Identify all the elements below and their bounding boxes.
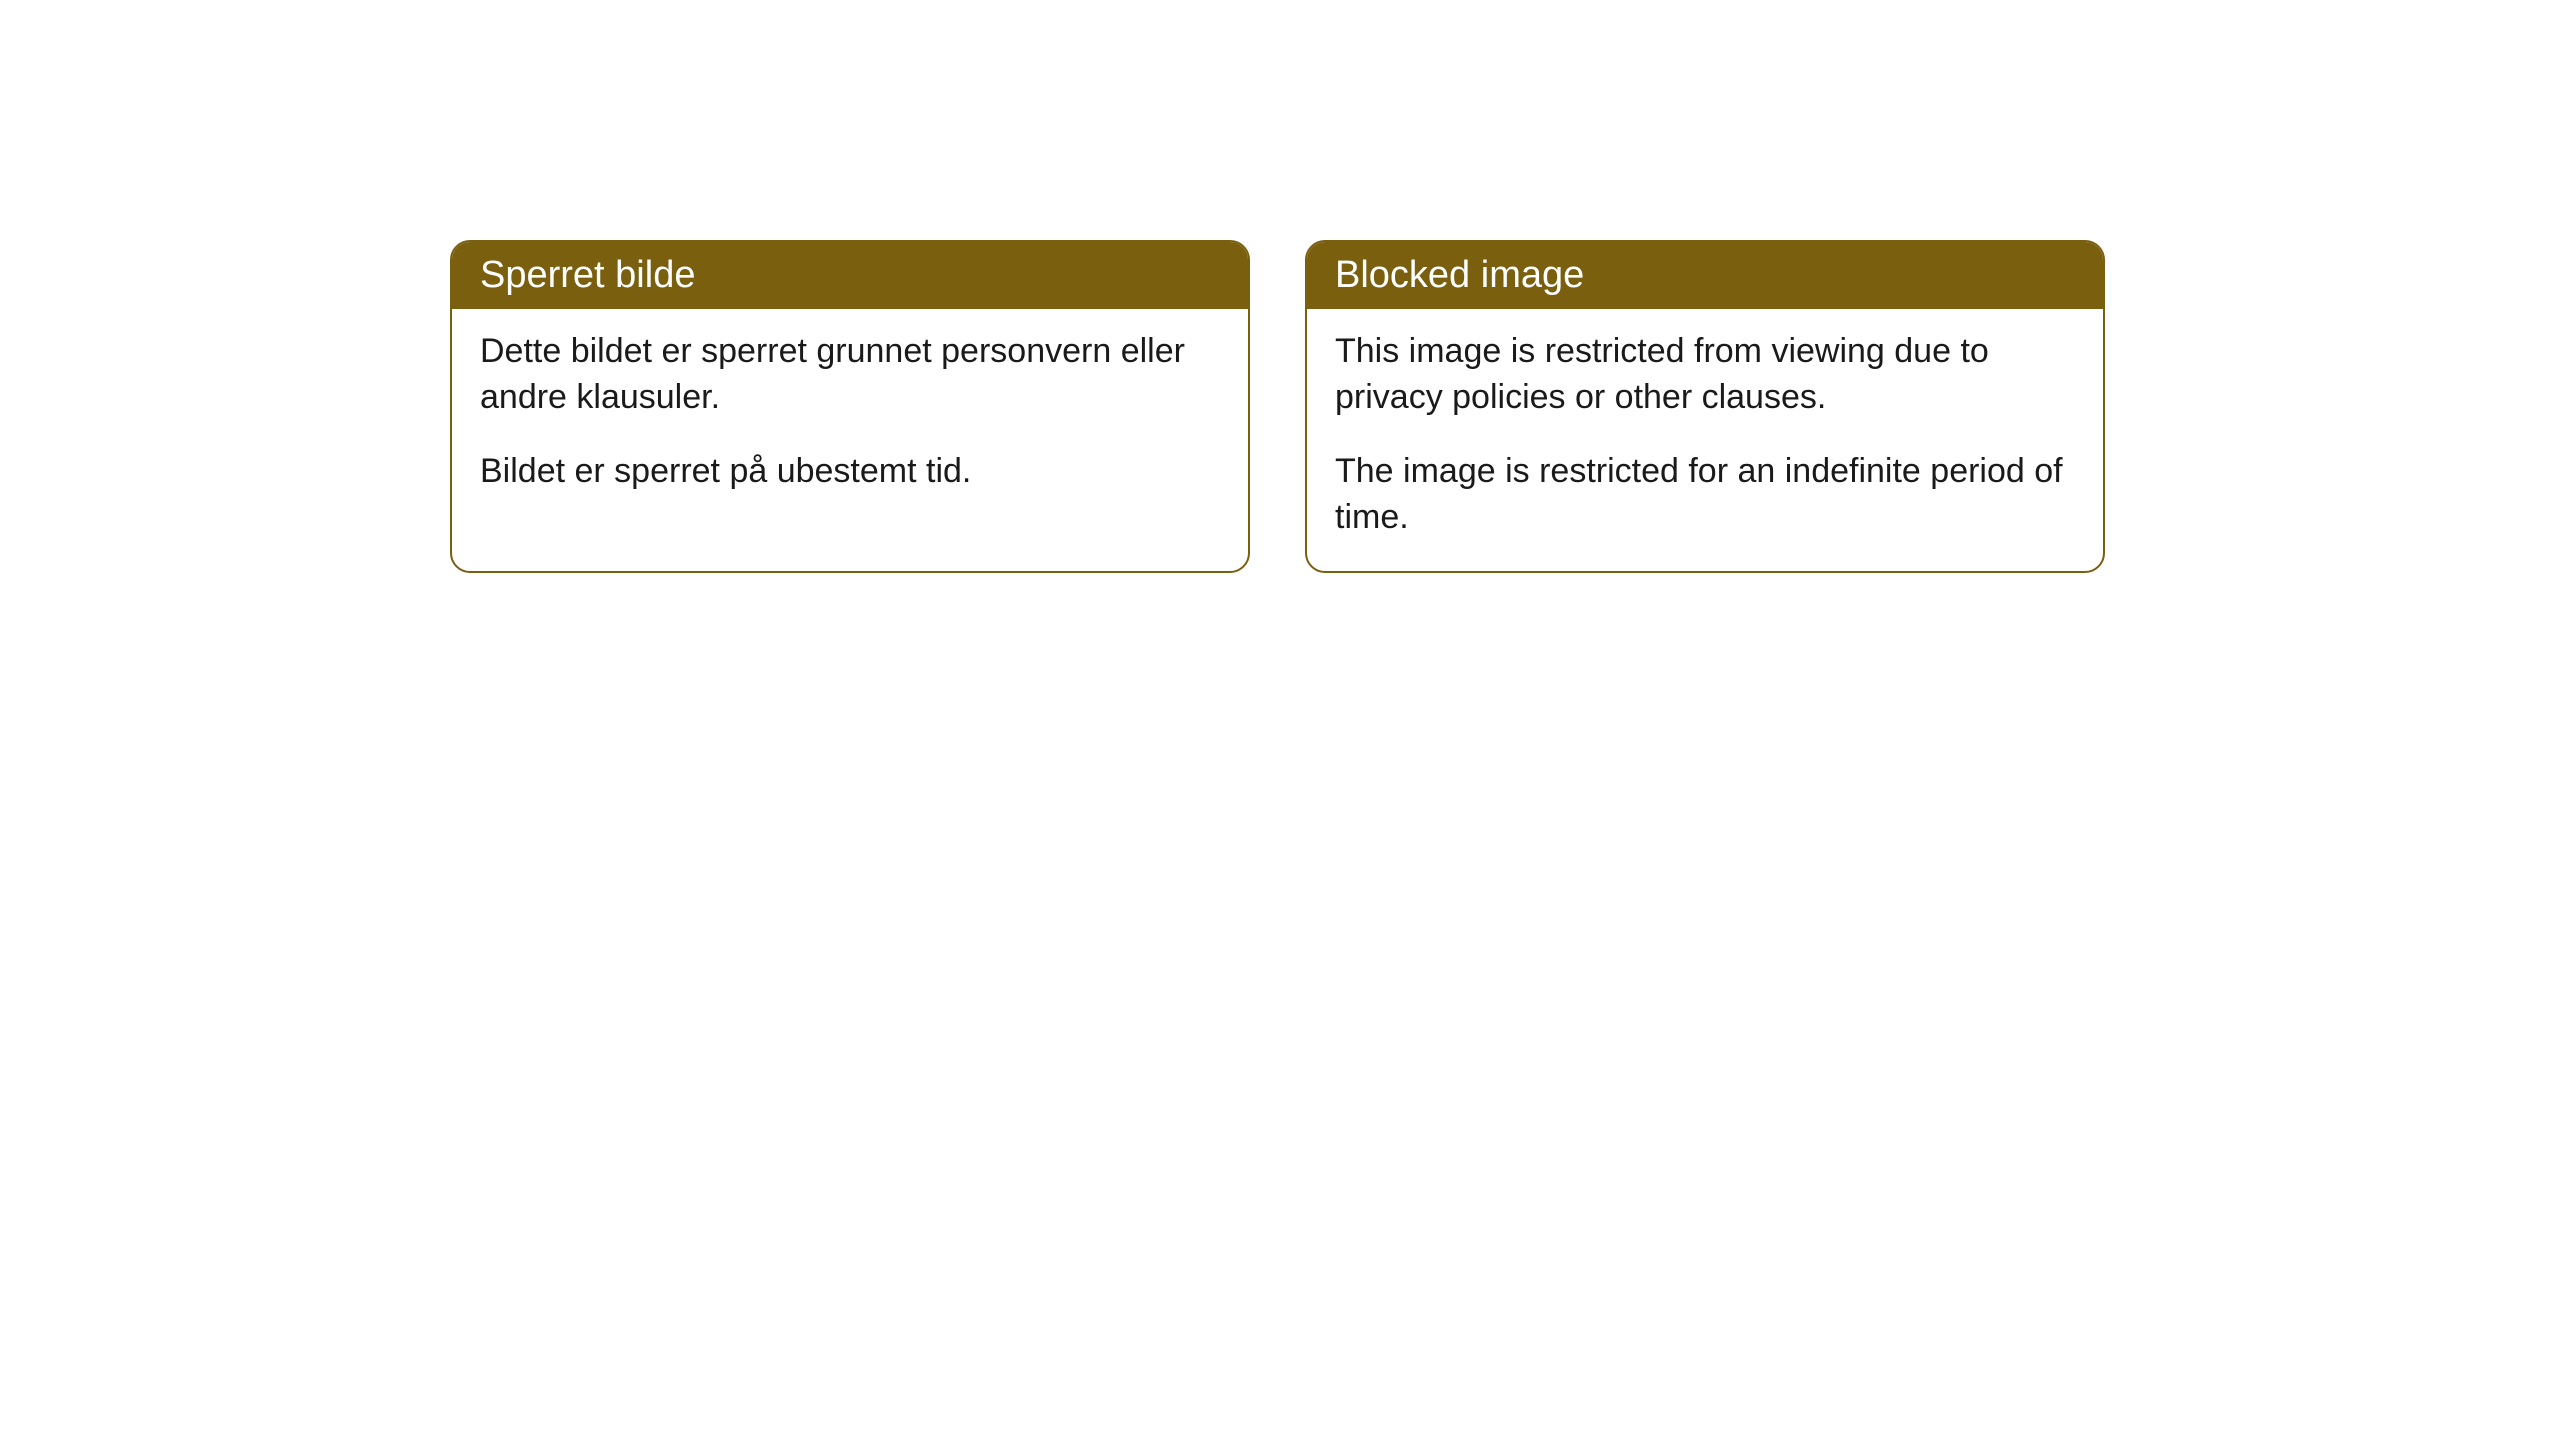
notice-paragraph: The image is restricted for an indefinit…: [1335, 449, 2075, 541]
notice-paragraph: Dette bildet er sperret grunnet personve…: [480, 329, 1220, 421]
notice-body-norwegian: Dette bildet er sperret grunnet personve…: [452, 309, 1248, 525]
notice-card-english: Blocked image This image is restricted f…: [1305, 240, 2105, 573]
notice-paragraph: Bildet er sperret på ubestemt tid.: [480, 449, 1220, 495]
notice-paragraph: This image is restricted from viewing du…: [1335, 329, 2075, 421]
notice-container: Sperret bilde Dette bildet er sperret gr…: [450, 240, 2105, 573]
notice-card-norwegian: Sperret bilde Dette bildet er sperret gr…: [450, 240, 1250, 573]
notice-body-english: This image is restricted from viewing du…: [1307, 309, 2103, 571]
notice-header-english: Blocked image: [1307, 242, 2103, 309]
notice-header-norwegian: Sperret bilde: [452, 242, 1248, 309]
